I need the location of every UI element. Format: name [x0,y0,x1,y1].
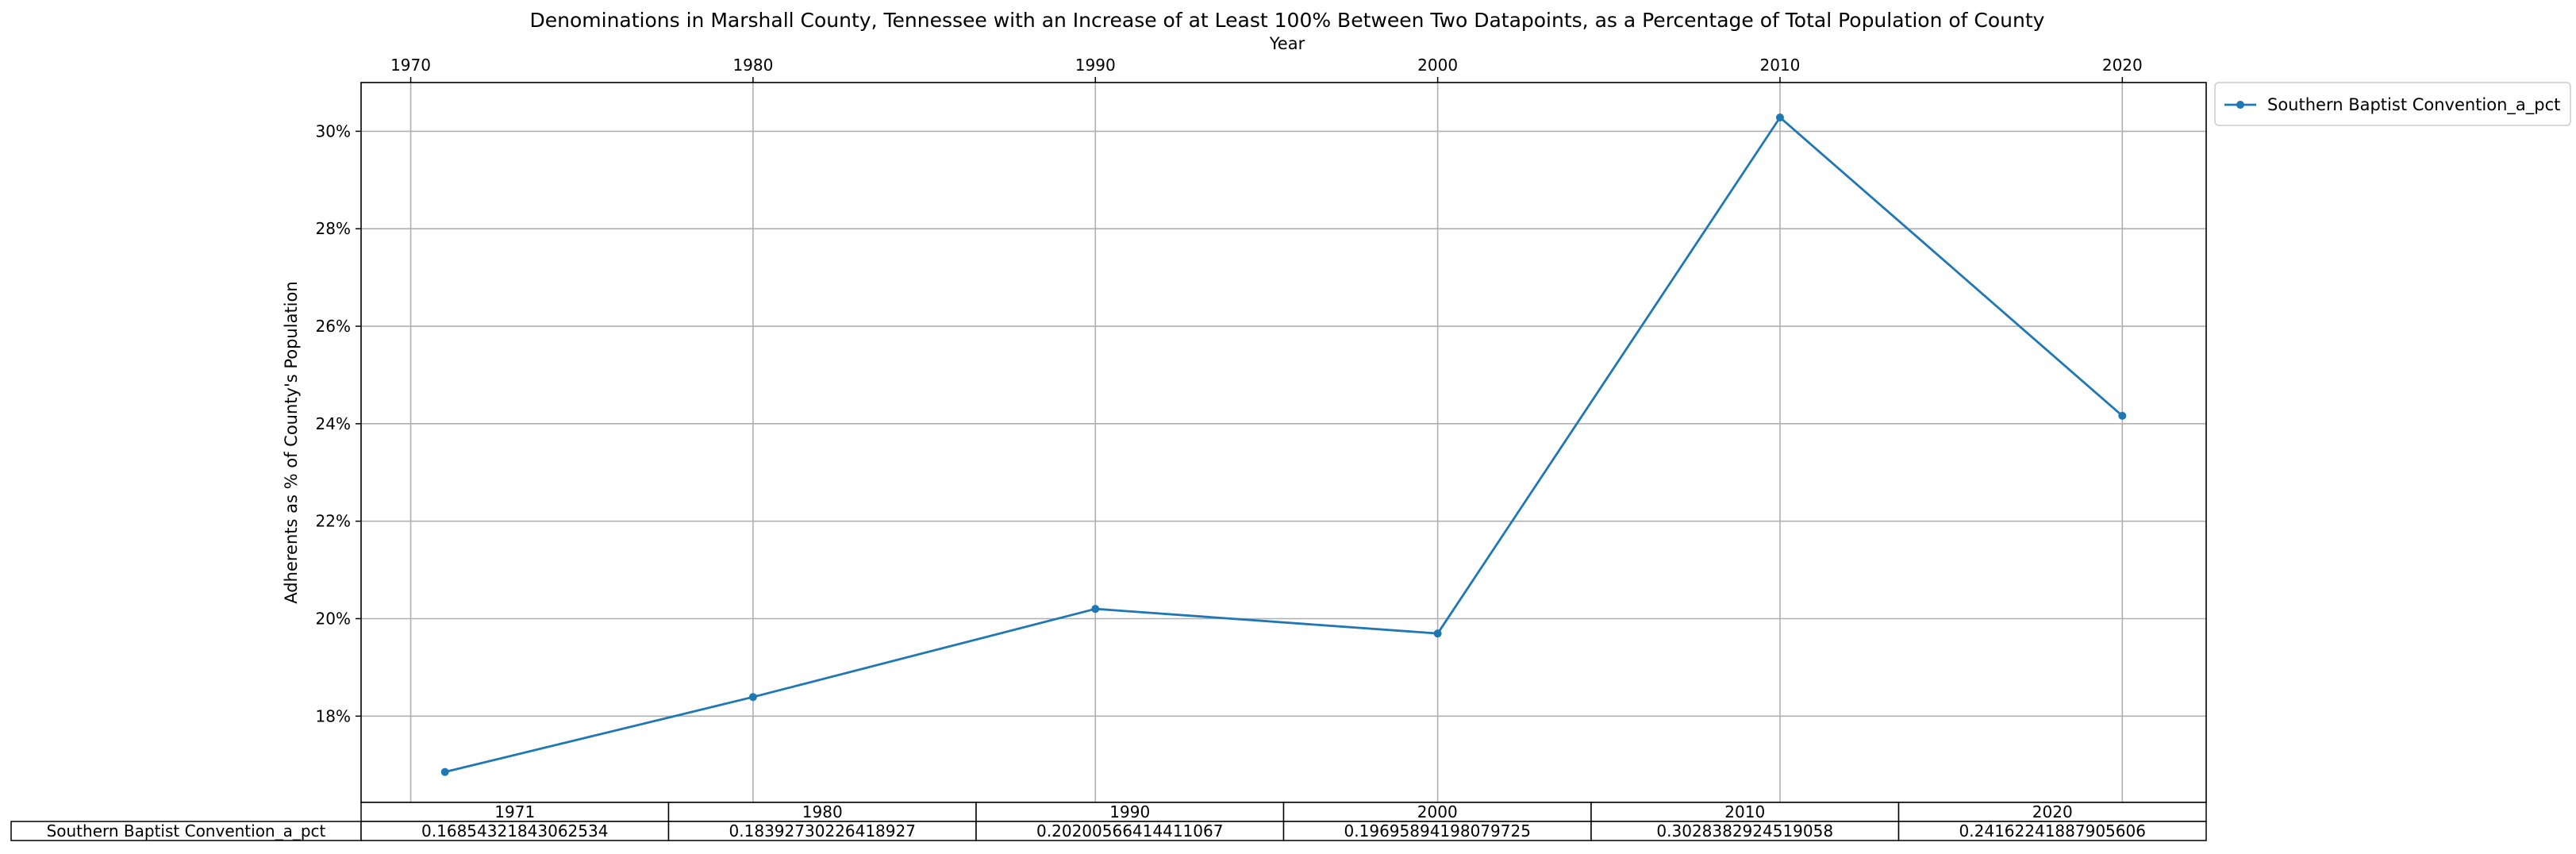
axes: 1970 1980 1990 2000 2010 2020 18% 20% 22% 24% 26% 2… [316,56,2207,803]
data-point [2118,411,2127,420]
x-tick-label: 2010 [1760,56,1801,75]
data-point [1091,605,1100,614]
chart-title: Denominations in Marshall County, Tennes… [530,9,2045,32]
x-tick-label: 1980 [732,56,773,75]
series-line [444,116,2124,774]
table-header-cell [1590,802,1900,822]
legend: Southern Baptist Convention_a_pct [2214,82,2571,126]
y-axis-label: Adherents as % of County's Population [282,281,301,603]
y-tick-label: 28% [316,219,351,238]
data-table: 1971 1980 1990 2000 2010 2020 Southern Baptist… [10,802,2207,841]
y-tick-label: 24% [316,414,351,433]
x-tick-label: 2020 [2102,56,2143,75]
series-lines [440,113,2127,776]
legend-box [2214,82,2571,126]
x-tick-label: 1990 [1075,56,1116,75]
data-point [748,693,757,702]
table-row-label: Southern Baptist Convention_a_pct [47,821,326,841]
legend-swatch-marker [2236,101,2244,109]
y-tick-label: 18% [316,706,351,725]
table-cell [1897,821,2207,841]
x-tick-label: 2000 [1417,56,1458,75]
y-tick-label: 26% [316,317,351,336]
table-header-text: 2020 [2032,802,2073,821]
plot-frame [360,82,2207,803]
data-point [440,767,449,776]
table-cell [360,821,670,841]
x-tick-label: 1970 [390,56,431,75]
table-cell-value: 0.3028382924519058 [1656,821,1833,841]
table-header-cell [1897,802,2207,822]
table-header-text: 2000 [1417,802,1458,821]
table-cell-value: 0.19695894198079725 [1344,821,1531,841]
y-tick-label: 30% [316,121,351,140]
y-tick-label: 20% [316,609,351,628]
table-cell [1590,821,1900,841]
table-header-text: 1980 [802,802,843,821]
y-tick-label: 22% [316,512,351,531]
table-cell-value: 0.24162241887905606 [1959,821,2146,841]
table-cell-value: 0.20200566414411067 [1036,821,1223,841]
table-header-text: 1971 [494,802,535,821]
table-header-cell [1282,802,1592,822]
data-point [1775,113,1784,121]
data-point [1433,629,1442,638]
x-axis-label: Year [1269,34,1305,53]
table-row-label-cell [10,821,362,841]
table-header-text: 2010 [1724,802,1765,821]
table-header-text: 1990 [1109,802,1150,821]
table-cell-value: 0.16854321843062534 [421,821,608,841]
table-cell-value: 0.18392730226418927 [729,821,916,841]
grid [361,83,2206,802]
legend-label: Southern Baptist Convention_a_pct [2267,95,2560,115]
